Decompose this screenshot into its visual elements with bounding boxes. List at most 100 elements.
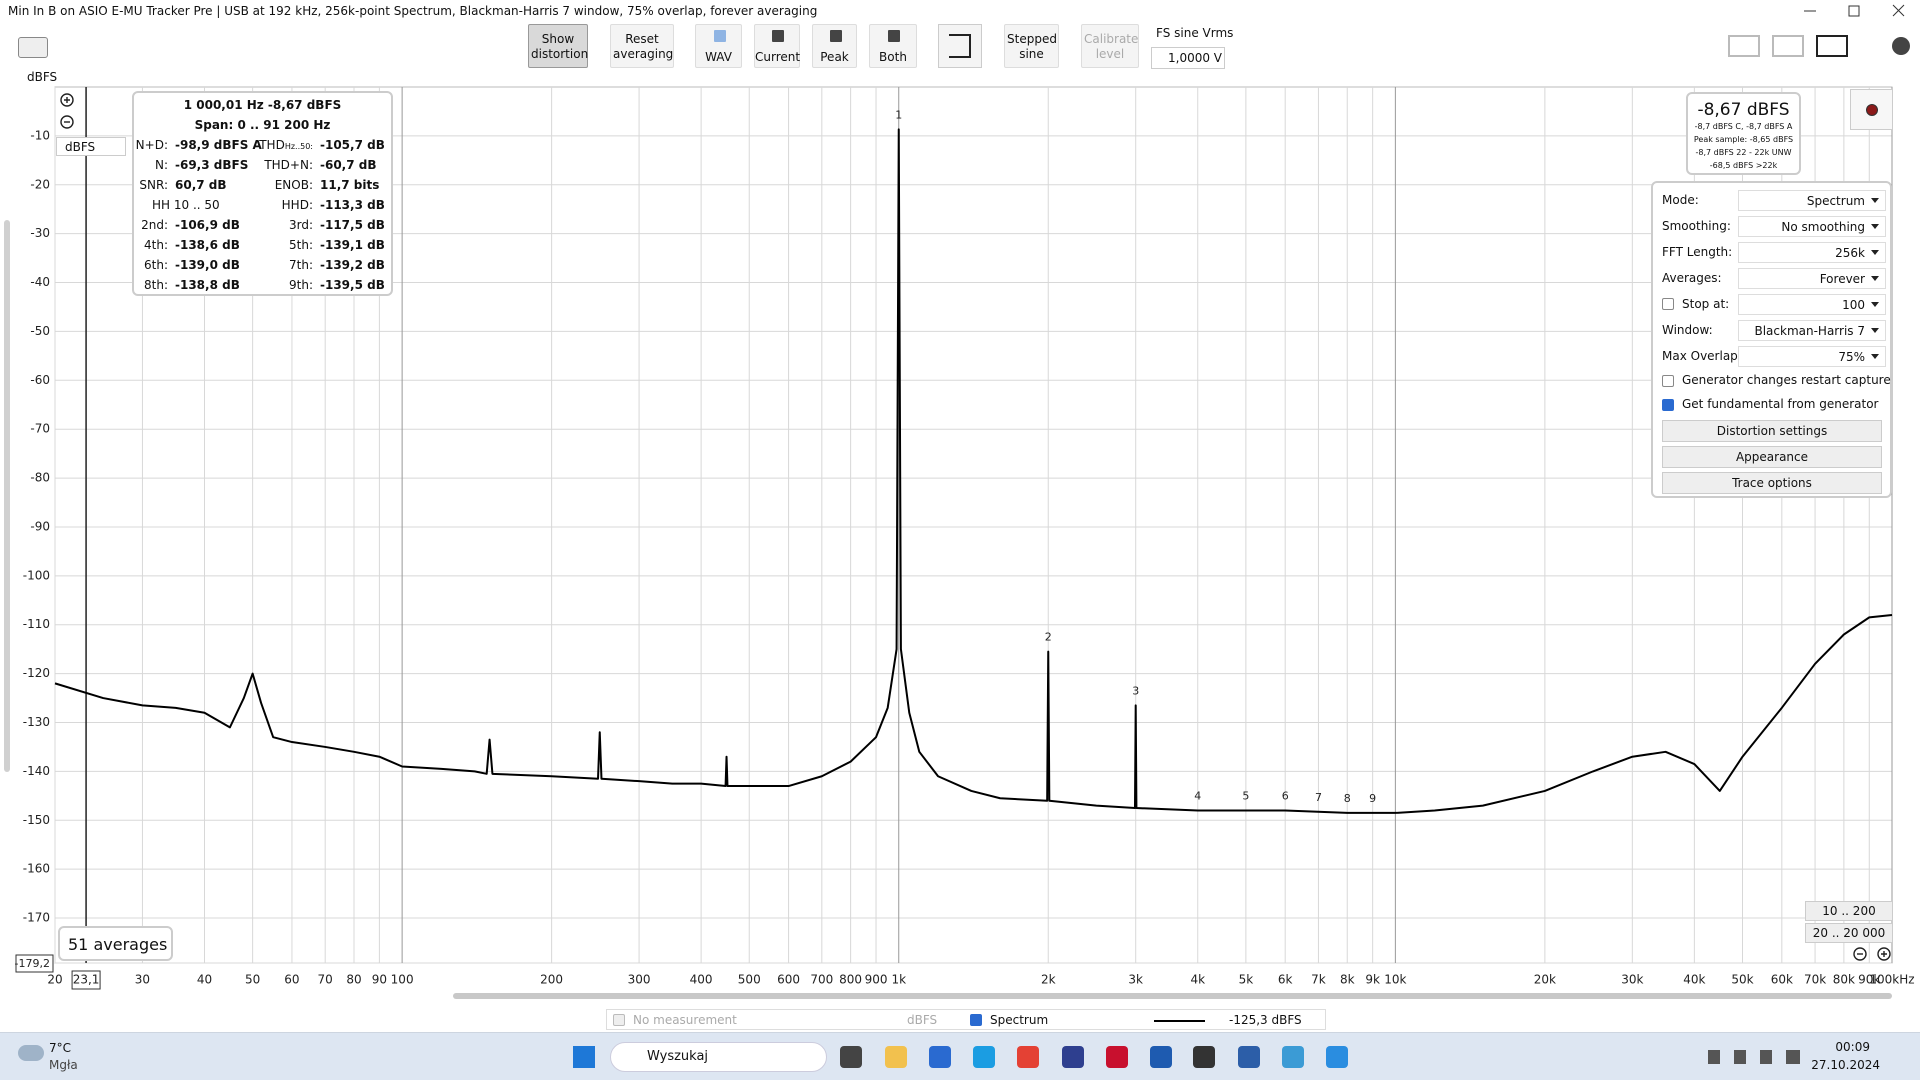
button-icon [772, 30, 784, 42]
setting-control[interactable]: 75% [1738, 346, 1886, 367]
setting-control[interactable]: No smoothing [1738, 216, 1886, 237]
setting-control[interactable]: 256k [1738, 242, 1886, 263]
x-tick-label: 40 [197, 973, 212, 987]
start-button[interactable] [573, 1046, 595, 1068]
panel-button[interactable]: Trace options [1662, 472, 1882, 494]
record-dot [1866, 104, 1878, 116]
y-tick-label: -70 [30, 422, 50, 436]
toolbar-button: Calibrate level [1081, 24, 1139, 68]
label-text: HHD: [281, 198, 313, 212]
level-meter: -8,67 dBFS -8,7 dBFS C, -8,7 dBFS A Peak s… [1686, 92, 1801, 175]
check-label: Generator changes restart capture [1682, 373, 1891, 387]
level-line: -68,5 dBFS >22k [1709, 161, 1778, 170]
zoom-out-button[interactable] [1853, 947, 1867, 961]
toolbar-button[interactable]: Peak [812, 24, 857, 68]
taskbar-app[interactable] [1017, 1046, 1039, 1068]
label-text: 3rd: [288, 218, 313, 232]
setting-control[interactable]: Blackman-Harris 7 [1738, 320, 1886, 341]
export-button[interactable] [938, 24, 982, 68]
taskbar-app[interactable] [1238, 1046, 1260, 1068]
y-min-box [15, 954, 54, 973]
label-text: N+D: [135, 138, 168, 152]
x-tick-label: 10k [1384, 973, 1406, 987]
h-scrollbar-thumb [453, 993, 1892, 999]
toolbar-button[interactable]: Stepped sine [1004, 24, 1059, 68]
setting-value: 100 [1842, 298, 1865, 312]
y-tick-label: -90 [30, 519, 50, 533]
toolbar-button[interactable]: Reset averaging [610, 24, 674, 68]
distortion-label: 5th: [289, 238, 313, 252]
label-text: 5th: [289, 238, 313, 252]
toolbar-button[interactable]: Show distortion [528, 24, 588, 68]
camera-button[interactable] [18, 37, 48, 58]
y-unit-select[interactable]: dBFS [56, 137, 126, 156]
button-label: Show distortion [531, 32, 589, 61]
zoom-sign [64, 97, 70, 103]
checkbox[interactable] [1662, 399, 1674, 411]
legend-line [1154, 1020, 1205, 1022]
zoom-out-button[interactable] [60, 115, 74, 129]
view-icon[interactable] [1816, 35, 1848, 57]
check-label: Get fundamental from generator [1682, 397, 1879, 411]
taskbar-app[interactable] [1326, 1046, 1348, 1068]
legend-label: No measurement [633, 1013, 737, 1027]
x-tick-label: 5k [1239, 973, 1254, 987]
label-text: THD [259, 138, 285, 152]
taskbar-app[interactable] [1106, 1046, 1128, 1068]
taskbar-app[interactable] [1150, 1046, 1172, 1068]
level-line: Peak sample: -8,65 dBFS [1693, 135, 1794, 144]
toolbar-button[interactable]: Current [754, 24, 800, 68]
y-tick-label: -160 [23, 862, 50, 876]
x-tick-label: 500 [738, 973, 761, 987]
setting-control[interactable]: 100 [1738, 294, 1886, 315]
distortion-span: Span: 0 .. 91 200 Hz [194, 118, 331, 132]
clock-date: 27.10.2024 [1811, 1058, 1880, 1072]
view-icon[interactable] [1772, 35, 1804, 57]
setting-value: Spectrum [1806, 194, 1865, 208]
range-button[interactable]: 20 .. 20 000 [1805, 923, 1893, 943]
checkbox[interactable] [1662, 298, 1674, 310]
setting-value: Blackman-Harris 7 [1754, 324, 1865, 338]
distortion-value: -139,2 dB [320, 258, 385, 272]
window-controls [1804, 4, 1905, 17]
x-tick-label: 60 [284, 973, 299, 987]
legend-value: -125,3 dBFS [1229, 1013, 1302, 1027]
fs-input[interactable]: 1,0000 V [1151, 47, 1225, 69]
setting-control[interactable]: Spectrum [1738, 190, 1886, 211]
distortion-label: 3rd: [289, 218, 313, 232]
panel-button[interactable]: Distortion settings [1662, 420, 1882, 442]
button-label: Current [755, 50, 801, 64]
zoom-in-button[interactable] [1877, 947, 1891, 961]
view-icon[interactable] [1728, 35, 1760, 57]
y-tick-label: -170 [23, 911, 50, 925]
dropdown-arrow [1871, 198, 1879, 203]
taskbar-app[interactable] [1062, 1046, 1084, 1068]
distortion-label: 8th: [144, 278, 168, 292]
record-button[interactable] [1850, 89, 1893, 130]
distortion-label: 7th: [289, 258, 313, 272]
setting-value: Forever [1819, 272, 1865, 286]
x-tick-label: 70k [1804, 973, 1826, 987]
search-box[interactable]: Wyszukaj [610, 1042, 827, 1072]
taskbar-app[interactable] [1282, 1046, 1304, 1068]
distortion-value: -105,7 dB [320, 138, 385, 152]
settings-gear [1892, 37, 1910, 55]
setting-control[interactable]: Forever [1738, 268, 1886, 289]
taskbar-app[interactable] [973, 1046, 995, 1068]
toolbar-button[interactable]: WAV [695, 24, 742, 68]
range-button[interactable]: 10 .. 200 [1805, 901, 1893, 921]
toolbar-button[interactable]: Both [869, 24, 917, 68]
button-label: Stepped sine [1007, 32, 1057, 61]
zoom-in-button[interactable] [60, 93, 74, 107]
checkbox[interactable] [1662, 375, 1674, 387]
taskbar-app[interactable] [840, 1046, 862, 1068]
distortion-value: -139,5 dB [320, 278, 385, 292]
distortion-value: -139,0 dB [175, 258, 240, 272]
y-tick-label: -130 [23, 715, 50, 729]
taskbar-app[interactable] [885, 1046, 907, 1068]
checkbox[interactable] [970, 1014, 982, 1026]
taskbar-app[interactable] [1193, 1046, 1215, 1068]
x-tick-label: 100kHz [1869, 973, 1914, 987]
taskbar-app[interactable] [929, 1046, 951, 1068]
panel-button[interactable]: Appearance [1662, 446, 1882, 468]
